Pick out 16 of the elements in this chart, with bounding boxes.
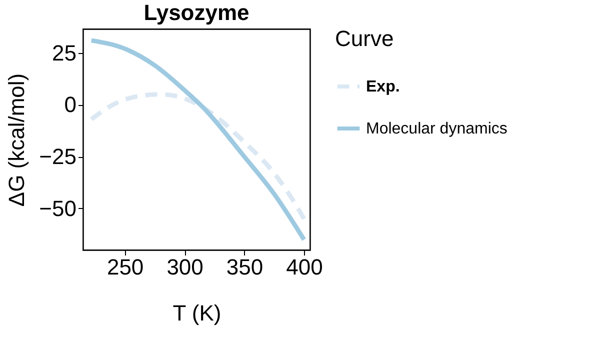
x-tick-label: 350: [226, 254, 264, 280]
y-axis-title: ΔG (kcal/mol): [4, 73, 30, 207]
line-series: [89, 92, 306, 222]
legend-label: Exp.: [366, 78, 400, 96]
y-tick-label: 25: [52, 40, 76, 66]
x-axis-title: T (K): [172, 300, 222, 326]
x-tick-label: 250: [106, 254, 144, 280]
y-tick-label: −50: [39, 196, 76, 221]
y-tick-label: 0: [64, 92, 76, 118]
x-tick-label: 300: [166, 254, 204, 280]
legend-label: Molecular dynamics: [366, 120, 508, 138]
chart-title: Lysozyme: [144, 0, 250, 25]
line-series: [89, 38, 306, 242]
legend-title: Curve: [335, 26, 394, 51]
y-tick-label: −25: [39, 144, 76, 170]
x-tick-label: 400: [286, 254, 323, 280]
